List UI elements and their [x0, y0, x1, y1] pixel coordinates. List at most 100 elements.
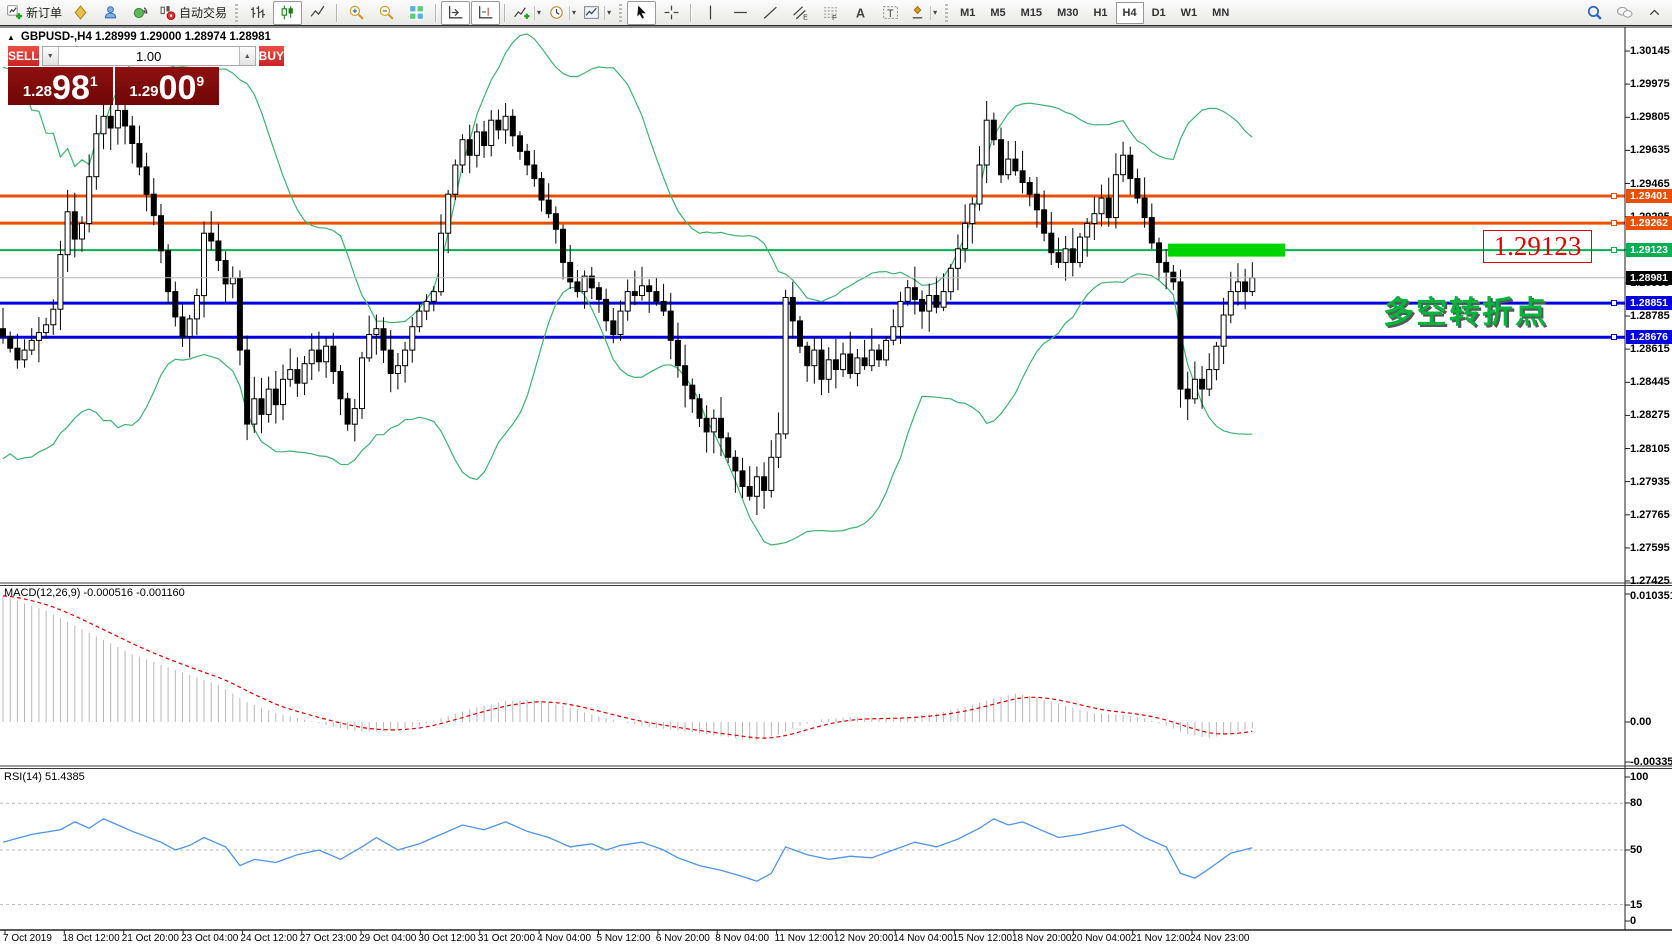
- auto-scroll-button[interactable]: [441, 0, 471, 25]
- tile-windows-button[interactable]: [402, 1, 431, 25]
- timeframe-D1-button[interactable]: D1: [1151, 6, 1166, 19]
- macd-axis-label: -0.003356: [1630, 756, 1672, 768]
- line-handle[interactable]: [1611, 247, 1617, 254]
- price-line-tag-1.29401[interactable]: 1.29401: [1626, 189, 1672, 203]
- timeframe-M1-button[interactable]: M1: [960, 6, 976, 19]
- new-order-button[interactable]: 新订单: [3, 1, 65, 25]
- crosshair-button[interactable]: [657, 1, 686, 25]
- bars-chart-button[interactable]: [243, 1, 272, 25]
- highlight-segment[interactable]: [1168, 243, 1285, 257]
- toolbar-separator: [336, 3, 339, 22]
- vertical-line-button[interactable]: [696, 1, 725, 25]
- periods-dropdown-caret[interactable]: ▾: [569, 5, 576, 20]
- timeframe-H4-button[interactable]: H4: [1115, 1, 1144, 24]
- buy-price-prefix: 1.29: [129, 83, 159, 100]
- macd-axis-label: 0.00: [1630, 716, 1652, 728]
- toolbar: 新订单 自动交易 ▾ ▾ ▾ E F A T ▾ M1 M5 M15 M30 H1 H4 D1 W1 MN: [0, 0, 1672, 26]
- trendline-button[interactable]: [756, 1, 785, 25]
- timeframe-MN-button[interactable]: MN: [1212, 6, 1230, 19]
- timeframe-M5-button[interactable]: M5: [990, 6, 1006, 19]
- alerts-button[interactable]: [126, 1, 155, 25]
- time-axis-label: 27 Oct 23:00: [299, 933, 358, 944]
- zoom-out-button[interactable]: [372, 1, 401, 25]
- time-axis-label: 15 Nov 12:00: [952, 933, 1013, 944]
- line-handle[interactable]: [1611, 193, 1617, 199]
- timeframe-H1-button[interactable]: H1: [1093, 6, 1108, 19]
- price-line-tag-1.29123[interactable]: 1.29123: [1626, 243, 1672, 258]
- periods-button[interactable]: ▾: [545, 1, 579, 25]
- timeframe-M15-button[interactable]: M15: [1020, 6, 1043, 19]
- equidistant-channel-icon: E: [792, 4, 809, 21]
- chat-button[interactable]: [1610, 1, 1639, 25]
- templates-dropdown-caret[interactable]: ▾: [604, 5, 611, 20]
- timeframe-M30-button[interactable]: M30: [1057, 6, 1079, 19]
- indicators-button[interactable]: ▾: [510, 1, 544, 25]
- macd-signal-line: [2, 595, 1253, 739]
- price-flag[interactable]: 1.29123: [1483, 230, 1592, 263]
- line-chart-button[interactable]: [303, 1, 332, 25]
- timeframe-W1-button[interactable]: W1: [1180, 6, 1198, 19]
- macd-label: MACD(12,26,9) -0.000516 -0.001160: [4, 587, 185, 599]
- text-button[interactable]: A: [846, 1, 875, 25]
- market-watch-button[interactable]: [66, 1, 95, 25]
- text-label-button[interactable]: T: [876, 1, 905, 25]
- volume-input[interactable]: [58, 47, 239, 65]
- volume-increase-button[interactable]: ▲: [238, 47, 255, 65]
- collapse-icon[interactable]: ▲: [7, 32, 15, 42]
- toolbar-grip[interactable]: [619, 3, 623, 22]
- buy-price-sup: 9: [196, 73, 205, 89]
- svg-text:E: E: [803, 14, 808, 21]
- zoom-in-button[interactable]: [342, 1, 371, 25]
- search-icon: [1586, 4, 1603, 21]
- candles-chart-button[interactable]: [273, 0, 303, 25]
- sell-price-big: 98: [52, 69, 90, 108]
- turning-point-annotation[interactable]: 多空转折点: [1383, 295, 1548, 330]
- chart-shift-button[interactable]: [471, 0, 501, 25]
- auto-scroll-icon: [447, 4, 464, 21]
- buy-price[interactable]: 1.29 00 9: [114, 67, 219, 105]
- fibonacci-button[interactable]: F: [816, 1, 845, 25]
- equidistant-channel-button[interactable]: E: [786, 1, 815, 25]
- price-line-tag-1.29262[interactable]: 1.29262: [1626, 216, 1672, 231]
- arrows-dropdown-caret[interactable]: ▾: [930, 5, 937, 20]
- rsi-axis-label: 100: [1630, 771, 1649, 783]
- trade-panel-controls: SELL ▼ ▲ BUY: [8, 46, 285, 66]
- zoom-out-icon: [378, 4, 395, 21]
- svg-text:F: F: [832, 15, 836, 21]
- cursor-icon: [633, 4, 650, 21]
- time-axis-label: 20 Nov 04:00: [1071, 933, 1131, 944]
- text-label-icon: T: [882, 4, 899, 21]
- line-handle[interactable]: [1611, 334, 1617, 341]
- auto-trading-button[interactable]: 自动交易: [156, 1, 230, 25]
- vertical-line-icon: [702, 4, 719, 21]
- volume-decrease-button[interactable]: ▼: [42, 47, 59, 65]
- toolbar-grip[interactable]: [235, 3, 239, 22]
- line-handle[interactable]: [1611, 300, 1617, 307]
- indicators-dropdown-caret[interactable]: ▾: [534, 5, 541, 20]
- line-handle[interactable]: [1611, 220, 1617, 227]
- time-axis-label: 12 Nov 20:00: [833, 933, 894, 944]
- toolbar-grip[interactable]: [945, 3, 949, 22]
- auto-trading-icon: [159, 4, 176, 21]
- fibonacci-icon: F: [822, 4, 839, 21]
- cursor-button[interactable]: [627, 0, 657, 25]
- price-axis-label: 1.28785: [1630, 310, 1670, 322]
- sell-button[interactable]: SELL: [8, 46, 39, 66]
- buy-button[interactable]: BUY: [258, 46, 285, 66]
- profiles-button[interactable]: [96, 1, 125, 25]
- toolbar-collapse-button[interactable]: [1640, 1, 1669, 25]
- time-axis-label: 7 Oct 2019: [3, 933, 52, 944]
- svg-text:T: T: [887, 8, 894, 20]
- chart-title: ▲ GBPUSD-,H4 1.28999 1.29000 1.28974 1.2…: [7, 31, 271, 43]
- search-button[interactable]: [1580, 1, 1609, 25]
- price-line-tag-1.28676[interactable]: 1.28676: [1626, 330, 1672, 345]
- rsi-label: RSI(14) 51.4385: [4, 771, 85, 783]
- templates-button[interactable]: ▾: [580, 1, 614, 25]
- price-axis-label: 1.29975: [1630, 78, 1670, 91]
- horizontal-line-button[interactable]: [726, 1, 755, 25]
- rsi-line: [2, 818, 1253, 882]
- price-line-tag-1.28851[interactable]: 1.28851: [1626, 296, 1672, 311]
- arrows-button[interactable]: ▾: [906, 1, 940, 25]
- sell-price[interactable]: 1.28 98 1: [8, 67, 113, 105]
